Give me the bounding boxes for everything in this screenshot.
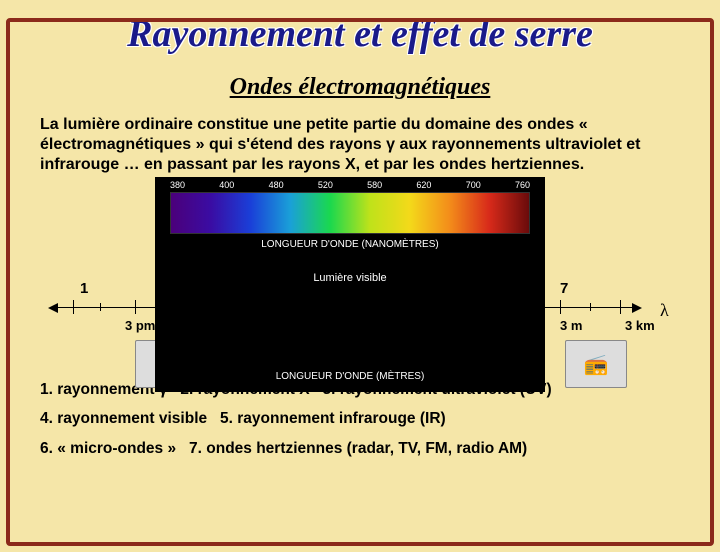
radio-image: 📻 [565,340,627,388]
axis-tick [560,300,561,314]
spectrum-bottom-label: LONGUEUR D'ONDE (MÈTRES) [155,371,545,382]
spectrum-axis-label: LONGUEUR D'ONDE (NANOMÈTRES) [155,239,545,250]
visible-light-label: Lumière visible [155,272,545,284]
region-number: 1 [80,280,88,297]
visible-spectrum-panel: 380 400 480 520 580 620 700 760 LONGUEUR… [155,177,545,392]
region-number: 7 [560,280,568,297]
axis-arrow-left [48,303,58,313]
axis-tick [135,300,136,314]
lambda-symbol: λ [660,300,669,321]
scale-value: 3 m [560,318,582,333]
axis-tick [73,300,74,314]
scale-value: 3 pm [125,318,155,333]
axis-tick [100,303,101,311]
scale-value: 3 km [625,318,655,333]
spectrum-ticks: 380 400 480 520 580 620 700 760 [170,180,530,190]
axis-tick [590,303,591,311]
axis-tick [620,300,621,314]
axis-arrow-right [632,303,642,313]
spectrum-gradient [170,192,530,234]
